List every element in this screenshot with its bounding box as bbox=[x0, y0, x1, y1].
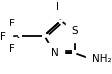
Text: N: N bbox=[50, 48, 58, 58]
Text: NH₂: NH₂ bbox=[91, 54, 110, 64]
Text: F: F bbox=[8, 44, 14, 54]
Text: F: F bbox=[0, 32, 6, 42]
Text: I: I bbox=[56, 2, 59, 12]
Text: S: S bbox=[71, 26, 78, 36]
Text: F: F bbox=[8, 19, 14, 29]
